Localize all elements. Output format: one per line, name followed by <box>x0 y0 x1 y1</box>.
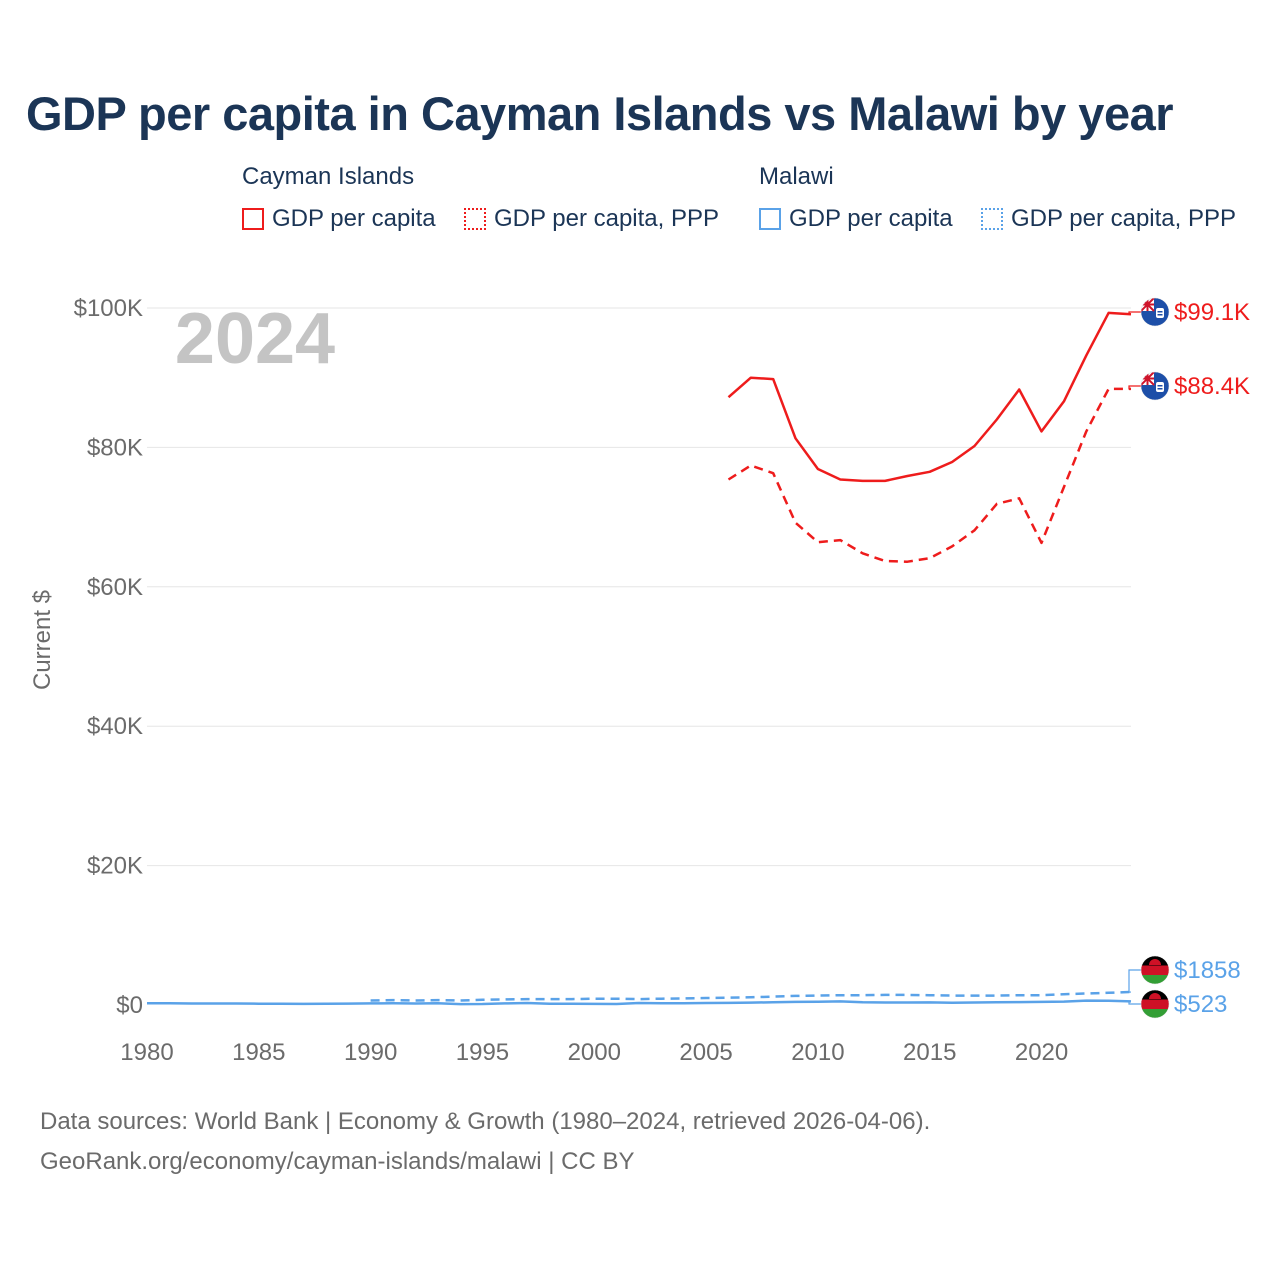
legend-swatch-solid-blue <box>759 208 781 230</box>
legend-item-malawi-gdp-ppp[interactable]: GDP per capita, PPP <box>981 205 1236 233</box>
leader-line <box>1128 311 1141 315</box>
y-tick-label: $80K <box>87 434 143 461</box>
y-tick-label: $40K <box>87 713 143 740</box>
legend-label: GDP per capita <box>272 205 436 232</box>
series-line[interactable] <box>147 999 1132 1006</box>
end-value-label: $88.4K <box>1174 373 1250 400</box>
legend-swatch-dotted-blue <box>981 208 1003 230</box>
series-line[interactable] <box>727 387 1132 563</box>
y-axis-label: Current $ <box>29 590 56 690</box>
x-tick-label: 1985 <box>232 1039 285 1066</box>
cayman-islands-flag-icon <box>1140 371 1170 401</box>
footer-link[interactable]: GeoRank.org/economy/cayman-islands/malaw… <box>40 1148 635 1175</box>
legend-group-cayman-islands: Cayman Islands <box>242 163 415 190</box>
legend-item-cayman-gdp-ppp[interactable]: GDP per capita, PPP <box>464 205 719 233</box>
series-line[interactable] <box>370 990 1132 1002</box>
x-axis: 1980 1985 1990 1995 2000 2005 2010 2015 2020 <box>120 1039 1068 1066</box>
y-tick-label: $20K <box>87 853 143 880</box>
end-value-label: $99.1K <box>1174 299 1250 326</box>
legend-item-cayman-gdp[interactable]: GDP per capita <box>242 205 436 233</box>
x-tick-label: 2005 <box>679 1039 732 1066</box>
malawi-flag-icon <box>1140 989 1170 1019</box>
grid-lines <box>147 307 1131 867</box>
x-tick-label: 1990 <box>344 1039 397 1066</box>
leader-line <box>1128 385 1141 390</box>
series-lines <box>147 311 1132 1006</box>
legend-swatch-solid-red <box>242 208 264 230</box>
x-tick-label: 1995 <box>456 1039 509 1066</box>
malawi-flag-icon <box>1140 955 1170 985</box>
legend-group-malawi: Malawi <box>759 163 834 190</box>
year-watermark: 2024 <box>175 299 335 379</box>
footer-sources: Data sources: World Bank | Economy & Gro… <box>40 1108 931 1135</box>
end-labels: $99.1K $88.4K $523 $1858 <box>1128 297 1250 1019</box>
chart-title: GDP per capita in Cayman Islands vs Mala… <box>26 87 1174 140</box>
end-value-label: $1858 <box>1174 957 1241 984</box>
y-tick-label: $100K <box>74 295 143 322</box>
leader-line <box>1128 969 1141 993</box>
x-tick-label: 2020 <box>1015 1039 1068 1066</box>
legend-label: GDP per capita, PPP <box>1011 205 1236 232</box>
x-tick-label: 2010 <box>791 1039 844 1066</box>
cayman-islands-flag-icon <box>1140 297 1170 327</box>
y-tick-label: $60K <box>87 574 143 601</box>
series-line[interactable] <box>727 311 1132 483</box>
end-value-label: $523 <box>1174 991 1227 1018</box>
x-tick-label: 1980 <box>120 1039 173 1066</box>
legend-swatch-dotted-red <box>464 208 486 230</box>
y-axis: $0 $20K $40K $60K $80K $100K <box>74 295 143 1019</box>
legend-label: GDP per capita, PPP <box>494 205 719 232</box>
legend-label: GDP per capita <box>789 205 953 232</box>
y-tick-label: $0 <box>116 992 143 1019</box>
leader-line <box>1128 1000 1141 1005</box>
x-tick-label: 2015 <box>903 1039 956 1066</box>
legend-item-malawi-gdp[interactable]: GDP per capita <box>759 205 953 233</box>
x-tick-label: 2000 <box>568 1039 621 1066</box>
